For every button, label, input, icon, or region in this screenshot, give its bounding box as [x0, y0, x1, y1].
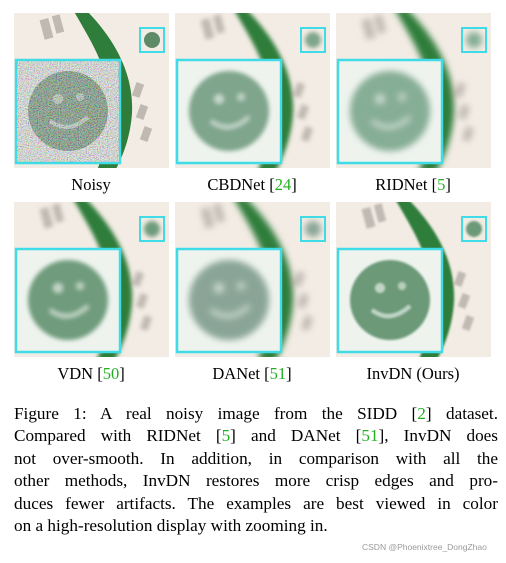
panel-label: Noisy: [71, 175, 111, 194]
panel-image: [175, 202, 330, 357]
panel-caption-cbdnet: CBDNet [24]: [207, 175, 297, 194]
citation-link[interactable]: 51: [361, 426, 379, 446]
panel-label: InvDN (Ours): [366, 364, 460, 383]
caption-line: not over-smooth. In addition, in compari…: [14, 448, 498, 468]
panel-noisy: [14, 13, 169, 168]
panel-caption-danet: DANet [51]: [212, 364, 292, 383]
citation-link[interactable]: 2: [417, 404, 426, 423]
panel-cbdnet: [175, 13, 330, 168]
caption-line: duces fewer artifacts. The examples are …: [14, 493, 498, 513]
panel-label: VDN: [57, 364, 94, 383]
panel-label: CBDNet: [207, 175, 266, 194]
figure-caption: Figure 1: A real noisy image from the SI…: [14, 403, 498, 537]
panel-invdn: [336, 202, 491, 357]
watermark: CSDN @Phoenixtree_DongZhao: [362, 542, 487, 552]
panel-caption-noisy: Noisy: [11, 175, 171, 195]
panel-caption-vdn: VDN [50]: [57, 364, 125, 383]
caption-line: Compared with RIDNet [5] and DANet [51],…: [14, 426, 498, 446]
panel-label: RIDNet: [375, 175, 428, 194]
panel-vdn: [14, 202, 169, 357]
panel-danet: [175, 202, 330, 357]
panel-label: DANet: [212, 364, 261, 383]
citation-link[interactable]: 50: [102, 364, 120, 383]
panel-image: [336, 202, 491, 357]
caption-line: on a high-resolution display with zoomin…: [14, 515, 328, 535]
caption-line: other methods, InvDN restores more crisp…: [14, 471, 498, 491]
panel-image: [14, 13, 169, 168]
panel-image: [336, 13, 491, 168]
panel-ridnet: [336, 13, 491, 168]
panel-image: [14, 202, 169, 357]
panel-caption-invdn: InvDN (Ours): [333, 364, 493, 384]
citation-link[interactable]: 5: [437, 175, 446, 194]
panel-image: [175, 13, 330, 168]
citation-link[interactable]: 5: [221, 426, 231, 446]
caption-line: Figure 1: A real noisy image from the SI…: [14, 404, 498, 423]
panel-caption-ridnet: RIDNet [5]: [375, 175, 451, 194]
citation-link[interactable]: 51: [269, 364, 287, 383]
citation-link[interactable]: 24: [274, 175, 292, 194]
